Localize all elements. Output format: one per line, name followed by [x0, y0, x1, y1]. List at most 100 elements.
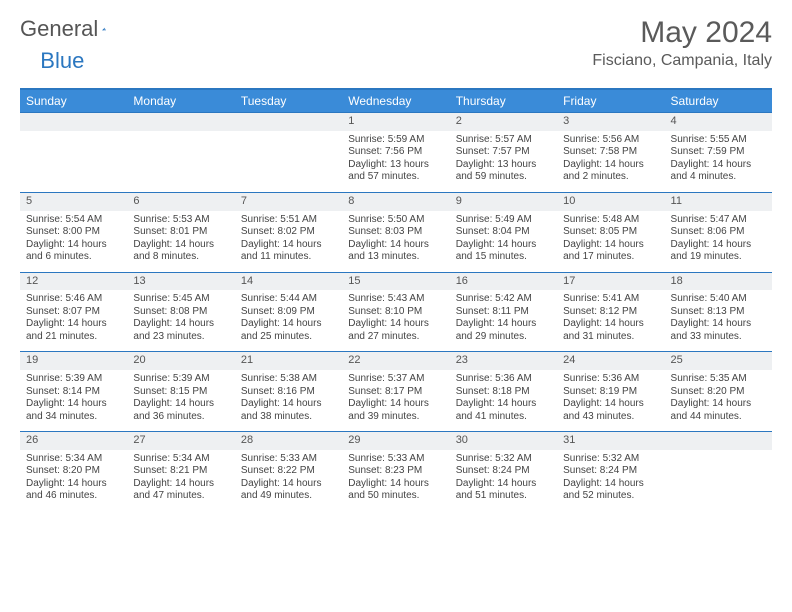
sunrise-text: Sunrise: 5:40 AM [671, 293, 766, 306]
calendar-day [235, 113, 342, 193]
day-info: Sunrise: 5:57 AMSunset: 7:57 PMDaylight:… [450, 131, 557, 192]
sunrise-text: Sunrise: 5:45 AM [133, 293, 228, 306]
calendar-table: Sunday Monday Tuesday Wednesday Thursday… [20, 88, 772, 511]
day-info [665, 450, 772, 499]
day-info: Sunrise: 5:59 AMSunset: 7:56 PMDaylight:… [342, 131, 449, 192]
sunrise-text: Sunrise: 5:32 AM [563, 453, 658, 466]
sunrise-text: Sunrise: 5:51 AM [241, 214, 336, 227]
day-number: 30 [450, 432, 557, 450]
calendar-day: 1Sunrise: 5:59 AMSunset: 7:56 PMDaylight… [342, 113, 449, 193]
daylight-text: Daylight: 14 hours and 44 minutes. [671, 398, 766, 423]
daylight-text: Daylight: 14 hours and 49 minutes. [241, 478, 336, 503]
sunrise-text: Sunrise: 5:48 AM [563, 214, 658, 227]
title-block: May 2024 Fisciano, Campania, Italy [592, 16, 772, 70]
dow-monday: Monday [127, 89, 234, 113]
daylight-text: Daylight: 13 hours and 59 minutes. [456, 159, 551, 184]
calendar-day: 17Sunrise: 5:41 AMSunset: 8:12 PMDayligh… [557, 272, 664, 352]
dow-saturday: Saturday [665, 89, 772, 113]
day-info: Sunrise: 5:39 AMSunset: 8:15 PMDaylight:… [127, 370, 234, 431]
sunrise-text: Sunrise: 5:33 AM [348, 453, 443, 466]
day-number: 7 [235, 193, 342, 211]
sunrise-text: Sunrise: 5:50 AM [348, 214, 443, 227]
day-number: 19 [20, 352, 127, 370]
day-info: Sunrise: 5:51 AMSunset: 8:02 PMDaylight:… [235, 211, 342, 272]
day-number: 12 [20, 273, 127, 291]
day-number: 29 [342, 432, 449, 450]
sunrise-text: Sunrise: 5:49 AM [456, 214, 551, 227]
sunset-text: Sunset: 8:12 PM [563, 306, 658, 319]
day-info: Sunrise: 5:50 AMSunset: 8:03 PMDaylight:… [342, 211, 449, 272]
sunset-text: Sunset: 8:04 PM [456, 226, 551, 239]
calendar-day: 24Sunrise: 5:36 AMSunset: 8:19 PMDayligh… [557, 352, 664, 432]
sunset-text: Sunset: 8:00 PM [26, 226, 121, 239]
day-info: Sunrise: 5:43 AMSunset: 8:10 PMDaylight:… [342, 290, 449, 351]
sunrise-text: Sunrise: 5:33 AM [241, 453, 336, 466]
sunrise-text: Sunrise: 5:36 AM [563, 373, 658, 386]
sunset-text: Sunset: 8:20 PM [26, 465, 121, 478]
day-info: Sunrise: 5:40 AMSunset: 8:13 PMDaylight:… [665, 290, 772, 351]
day-number [20, 113, 127, 131]
daylight-text: Daylight: 14 hours and 4 minutes. [671, 159, 766, 184]
calendar-day: 21Sunrise: 5:38 AMSunset: 8:16 PMDayligh… [235, 352, 342, 432]
sunset-text: Sunset: 8:16 PM [241, 386, 336, 399]
day-number: 24 [557, 352, 664, 370]
day-number: 26 [20, 432, 127, 450]
daylight-text: Daylight: 14 hours and 39 minutes. [348, 398, 443, 423]
sunset-text: Sunset: 8:13 PM [671, 306, 766, 319]
sunrise-text: Sunrise: 5:56 AM [563, 134, 658, 147]
brand-logo: General [20, 16, 124, 42]
day-number: 1 [342, 113, 449, 131]
calendar-day: 26Sunrise: 5:34 AMSunset: 8:20 PMDayligh… [20, 432, 127, 511]
sunrise-text: Sunrise: 5:35 AM [671, 373, 766, 386]
day-number: 22 [342, 352, 449, 370]
daylight-text: Daylight: 14 hours and 38 minutes. [241, 398, 336, 423]
daylight-text: Daylight: 14 hours and 41 minutes. [456, 398, 551, 423]
calendar-day: 5Sunrise: 5:54 AMSunset: 8:00 PMDaylight… [20, 192, 127, 272]
daylight-text: Daylight: 14 hours and 11 minutes. [241, 239, 336, 264]
calendar-day: 11Sunrise: 5:47 AMSunset: 8:06 PMDayligh… [665, 192, 772, 272]
day-number [235, 113, 342, 131]
daylight-text: Daylight: 14 hours and 31 minutes. [563, 318, 658, 343]
day-info: Sunrise: 5:39 AMSunset: 8:14 PMDaylight:… [20, 370, 127, 431]
day-number: 18 [665, 273, 772, 291]
day-info [20, 131, 127, 180]
calendar-day: 7Sunrise: 5:51 AMSunset: 8:02 PMDaylight… [235, 192, 342, 272]
dow-tuesday: Tuesday [235, 89, 342, 113]
day-number: 8 [342, 193, 449, 211]
day-number: 6 [127, 193, 234, 211]
calendar-day [127, 113, 234, 193]
day-info: Sunrise: 5:47 AMSunset: 8:06 PMDaylight:… [665, 211, 772, 272]
sunset-text: Sunset: 8:07 PM [26, 306, 121, 319]
daylight-text: Daylight: 14 hours and 47 minutes. [133, 478, 228, 503]
day-number: 16 [450, 273, 557, 291]
dow-thursday: Thursday [450, 89, 557, 113]
day-info: Sunrise: 5:48 AMSunset: 8:05 PMDaylight:… [557, 211, 664, 272]
day-info: Sunrise: 5:33 AMSunset: 8:23 PMDaylight:… [342, 450, 449, 511]
daylight-text: Daylight: 14 hours and 36 minutes. [133, 398, 228, 423]
day-info: Sunrise: 5:49 AMSunset: 8:04 PMDaylight:… [450, 211, 557, 272]
sunrise-text: Sunrise: 5:43 AM [348, 293, 443, 306]
day-number: 17 [557, 273, 664, 291]
sunset-text: Sunset: 8:01 PM [133, 226, 228, 239]
calendar-day: 28Sunrise: 5:33 AMSunset: 8:22 PMDayligh… [235, 432, 342, 511]
daylight-text: Daylight: 14 hours and 25 minutes. [241, 318, 336, 343]
dow-row: Sunday Monday Tuesday Wednesday Thursday… [20, 89, 772, 113]
day-number: 10 [557, 193, 664, 211]
day-number: 5 [20, 193, 127, 211]
sunrise-text: Sunrise: 5:57 AM [456, 134, 551, 147]
day-number [127, 113, 234, 131]
calendar-day: 12Sunrise: 5:46 AMSunset: 8:07 PMDayligh… [20, 272, 127, 352]
day-info: Sunrise: 5:42 AMSunset: 8:11 PMDaylight:… [450, 290, 557, 351]
calendar-day: 30Sunrise: 5:32 AMSunset: 8:24 PMDayligh… [450, 432, 557, 511]
daylight-text: Daylight: 14 hours and 27 minutes. [348, 318, 443, 343]
daylight-text: Daylight: 14 hours and 50 minutes. [348, 478, 443, 503]
sunset-text: Sunset: 8:20 PM [671, 386, 766, 399]
calendar-week: 19Sunrise: 5:39 AMSunset: 8:14 PMDayligh… [20, 352, 772, 432]
day-info: Sunrise: 5:53 AMSunset: 8:01 PMDaylight:… [127, 211, 234, 272]
day-info: Sunrise: 5:44 AMSunset: 8:09 PMDaylight:… [235, 290, 342, 351]
day-number: 27 [127, 432, 234, 450]
calendar-day: 22Sunrise: 5:37 AMSunset: 8:17 PMDayligh… [342, 352, 449, 432]
calendar-day: 8Sunrise: 5:50 AMSunset: 8:03 PMDaylight… [342, 192, 449, 272]
calendar-day: 10Sunrise: 5:48 AMSunset: 8:05 PMDayligh… [557, 192, 664, 272]
calendar-day: 3Sunrise: 5:56 AMSunset: 7:58 PMDaylight… [557, 113, 664, 193]
